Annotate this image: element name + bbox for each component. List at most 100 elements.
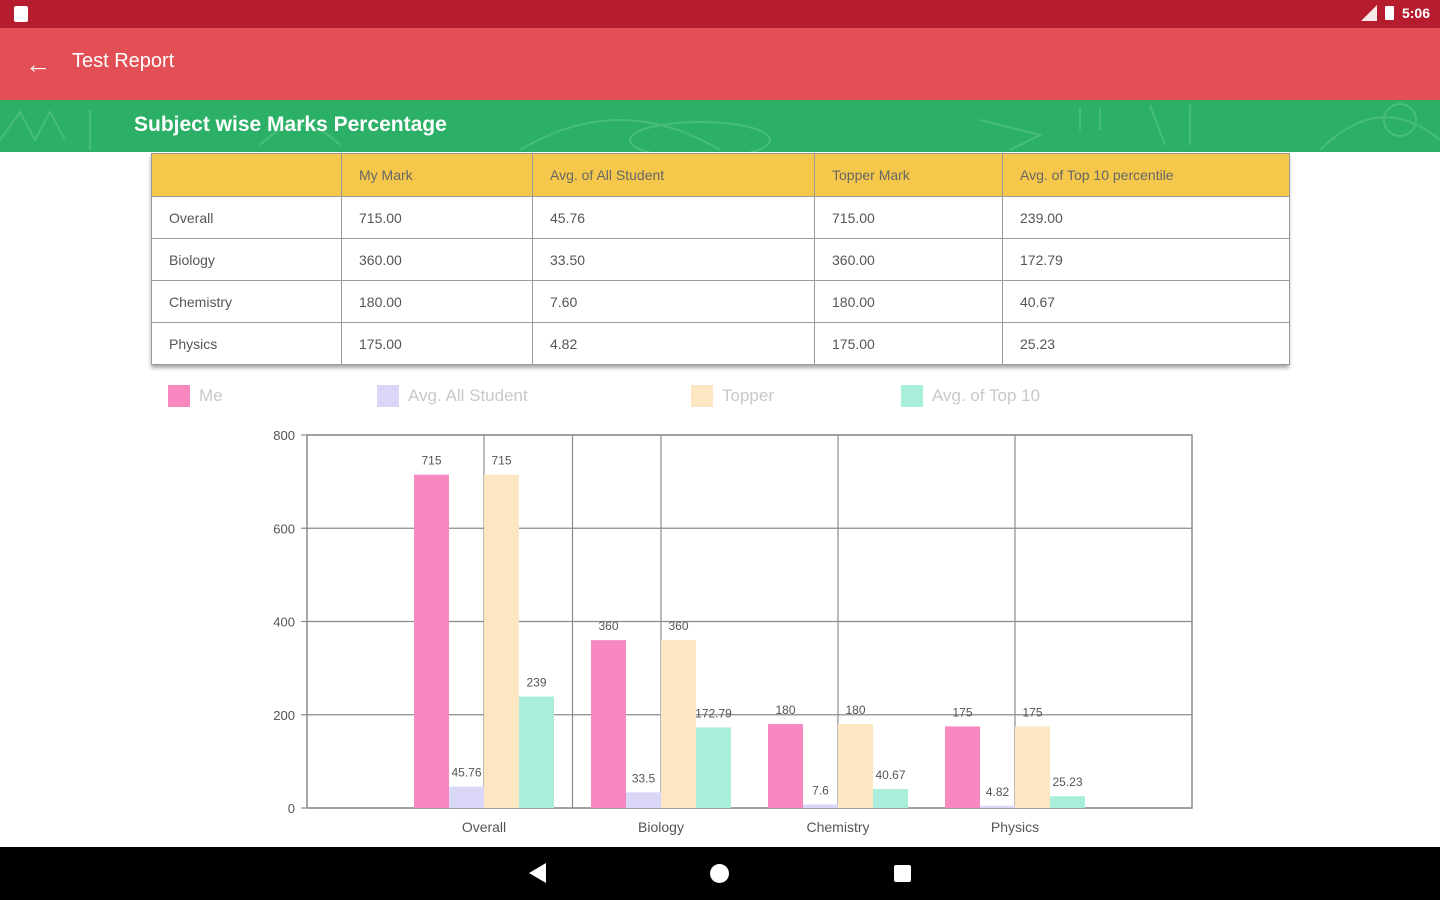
header-cell-blank bbox=[151, 153, 342, 197]
table-cell: 45.76 bbox=[532, 196, 815, 239]
table-row: Chemistry 180.00 7.60 180.00 40.67 bbox=[151, 280, 1290, 323]
table-row: Physics 175.00 4.82 175.00 25.23 bbox=[151, 322, 1290, 365]
bar-value-label: 175 bbox=[1022, 705, 1042, 719]
legend-swatch bbox=[168, 385, 190, 407]
legend-label: Topper bbox=[722, 386, 774, 405]
bar-value-label: 40.67 bbox=[875, 768, 905, 782]
header-cell-avg-all: Avg. of All Student bbox=[532, 153, 815, 197]
banner-decoration bbox=[0, 103, 1440, 152]
chart-bar bbox=[945, 726, 980, 808]
table-cell: 175.00 bbox=[814, 322, 1003, 365]
legend-label: Avg. of Top 10 bbox=[932, 386, 1041, 405]
bar-value-label: 180 bbox=[775, 703, 795, 717]
legend-label: Avg. All Student bbox=[408, 386, 528, 405]
header-cell-my-mark: My Mark bbox=[341, 153, 533, 197]
table-cell: Overall bbox=[151, 196, 342, 239]
status-time: 5:06 bbox=[1401, 5, 1430, 21]
chart-bar bbox=[414, 474, 449, 808]
legend-swatch bbox=[377, 385, 399, 407]
chart-bar bbox=[661, 640, 696, 808]
chart-bar bbox=[1015, 726, 1050, 808]
chart-bar bbox=[1050, 796, 1085, 808]
table-cell: 360.00 bbox=[814, 238, 1003, 281]
x-tick-label: Physics bbox=[991, 819, 1039, 835]
table-cell: 715.00 bbox=[341, 196, 533, 239]
table-row: Overall 715.00 45.76 715.00 239.00 bbox=[151, 196, 1290, 239]
bar-value-label: 715 bbox=[421, 454, 441, 468]
table-cell: 33.50 bbox=[532, 238, 815, 281]
y-tick-label: 600 bbox=[273, 521, 295, 536]
table-cell: 40.67 bbox=[1002, 280, 1290, 323]
bar-value-label: 239 bbox=[526, 676, 546, 690]
legend-label: Me bbox=[199, 386, 223, 405]
legend-item-avg-top10: Avg. of Top 10 bbox=[901, 385, 1040, 407]
table-cell: 180.00 bbox=[814, 280, 1003, 323]
table-cell: Biology bbox=[151, 238, 342, 281]
legend-item-avg-all: Avg. All Student bbox=[377, 385, 528, 407]
table-cell: 715.00 bbox=[814, 196, 1003, 239]
table-cell: Physics bbox=[151, 322, 342, 365]
x-tick-label: Biology bbox=[638, 819, 684, 835]
table-cell: 172.79 bbox=[1002, 238, 1290, 281]
chart-bar bbox=[484, 474, 519, 808]
table-row: Biology 360.00 33.50 360.00 172.79 bbox=[151, 238, 1290, 281]
bar-value-label: 25.23 bbox=[1052, 775, 1082, 789]
marks-bar-chart: 0 200 400 600 800 Overall Biology Chemistry Phys… bbox=[273, 428, 1193, 835]
app-bar: ← Test Report bbox=[0, 28, 1440, 100]
chart-bar bbox=[626, 792, 661, 808]
chart-bar bbox=[768, 724, 803, 808]
table-cell: 7.60 bbox=[532, 280, 815, 323]
table-cell: 180.00 bbox=[341, 280, 533, 323]
chart-bar bbox=[838, 724, 873, 808]
bar-value-label: 45.76 bbox=[451, 766, 481, 780]
bar-value-label: 360 bbox=[668, 619, 688, 633]
table-cell: 25.23 bbox=[1002, 322, 1290, 365]
table-cell: 175.00 bbox=[341, 322, 533, 365]
nav-back-icon[interactable] bbox=[529, 863, 546, 883]
chart-bar bbox=[519, 696, 554, 808]
legend-item-topper: Topper bbox=[691, 385, 774, 407]
table-cell: 239.00 bbox=[1002, 196, 1290, 239]
x-tick-label: Chemistry bbox=[806, 819, 869, 835]
status-bar: 5:06 bbox=[0, 0, 1440, 28]
bar-value-label: 715 bbox=[491, 454, 511, 468]
table-cell: Chemistry bbox=[151, 280, 342, 323]
marks-table: My Mark Avg. of All Student Topper Mark … bbox=[151, 153, 1290, 365]
table-cell: 360.00 bbox=[341, 238, 533, 281]
table-header-row: My Mark Avg. of All Student Topper Mark … bbox=[151, 153, 1290, 197]
signal-icon bbox=[1360, 5, 1377, 21]
notification-icon bbox=[14, 6, 28, 22]
bar-value-label: 172.79 bbox=[695, 706, 732, 720]
y-tick-label: 200 bbox=[273, 708, 295, 723]
nav-home-icon[interactable] bbox=[710, 864, 729, 883]
page-title: Test Report bbox=[72, 50, 175, 72]
bar-value-label: 360 bbox=[598, 619, 618, 633]
status-icons: 5:06 bbox=[1360, 5, 1430, 21]
table-cell: 4.82 bbox=[532, 322, 815, 365]
back-arrow-icon[interactable]: ← bbox=[25, 49, 51, 79]
legend-swatch bbox=[901, 385, 923, 407]
header-cell-avg-top10: Avg. of Top 10 percentile bbox=[1002, 153, 1290, 197]
chart-bar bbox=[591, 640, 626, 808]
section-title: Subject wise Marks Percentage bbox=[134, 113, 447, 136]
chart-bar bbox=[873, 789, 908, 808]
chart-bar bbox=[803, 804, 838, 808]
bar-value-label: 175 bbox=[952, 705, 972, 719]
x-tick-label: Overall bbox=[462, 819, 506, 835]
navigation-bar bbox=[0, 847, 1440, 900]
chart-bar bbox=[980, 805, 1015, 808]
bar-value-label: 180 bbox=[845, 703, 865, 717]
section-banner: Subject wise Marks Percentage bbox=[0, 100, 1440, 152]
bar-value-label: 4.82 bbox=[986, 785, 1010, 799]
y-tick-label: 0 bbox=[288, 801, 295, 816]
nav-recents-icon[interactable] bbox=[894, 865, 911, 882]
legend-swatch bbox=[691, 385, 713, 407]
y-tick-label: 800 bbox=[273, 428, 295, 443]
header-cell-topper: Topper Mark bbox=[814, 153, 1003, 197]
legend-item-me: Me bbox=[168, 385, 223, 407]
battery-icon bbox=[1384, 6, 1394, 20]
chart-bar bbox=[449, 786, 484, 808]
bar-value-label: 33.5 bbox=[632, 771, 656, 785]
bar-value-label: 7.6 bbox=[812, 783, 829, 797]
chart-bar bbox=[696, 727, 731, 808]
